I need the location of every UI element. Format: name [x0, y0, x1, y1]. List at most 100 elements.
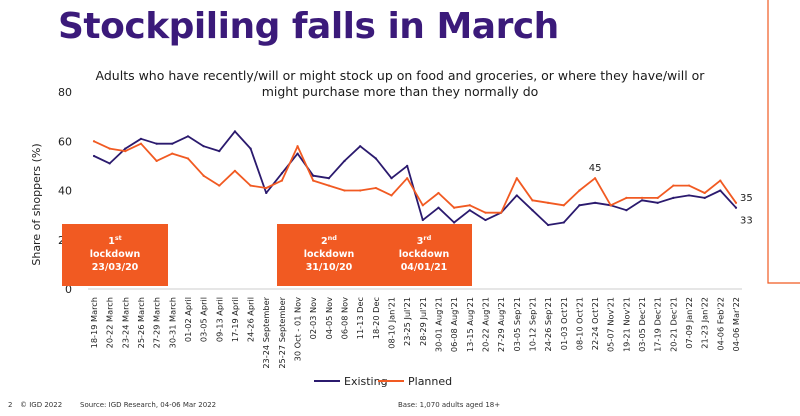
x-tick-label: 04-06 Mar'22 [731, 297, 741, 352]
data-point-planned [124, 150, 127, 153]
x-tick-label: 03-05 April [199, 297, 209, 342]
data-label: 35 [740, 193, 753, 204]
y-axis-label: Share of shoppers (%) [30, 143, 43, 265]
data-point-existing [312, 174, 315, 177]
data-point-existing [343, 159, 346, 163]
x-tick-label: 24-26 Sep'21 [543, 297, 553, 352]
data-point-planned [343, 189, 346, 192]
x-tick-label: 08-10 Oct'21 [574, 297, 584, 350]
x-tick-label: 27-29 Aug'21 [496, 297, 506, 352]
data-point-existing [374, 157, 377, 160]
data-point-existing [546, 223, 550, 227]
data-point-existing [703, 196, 706, 199]
data-point-existing [139, 137, 143, 140]
lockdown-word-first: lockdown [90, 249, 141, 260]
lockdown-number-digit: 3 [417, 236, 424, 247]
x-tick-label: 23-24 September [261, 296, 271, 368]
x-tick-label: 20-22 March [105, 297, 115, 348]
x-tick-label: 06-08 Nov [340, 297, 350, 340]
series-line-planned [93, 140, 737, 214]
data-point-planned [546, 201, 550, 204]
data-label: 33 [740, 216, 753, 227]
x-tick-label: 30 Oct - 01 Nov [293, 297, 303, 361]
data-point-planned [625, 196, 628, 199]
x-tick-label: 18-19 March [89, 297, 99, 348]
x-tick-label: 24-26 April [246, 297, 256, 342]
data-point-existing [327, 177, 330, 180]
lockdown-number-digit: 2 [321, 236, 328, 247]
data-point-planned [640, 196, 644, 199]
data-point-existing [687, 194, 691, 197]
data-point-planned [719, 179, 722, 182]
x-tick-label: 01-03 Oct'21 [559, 297, 569, 350]
data-point-planned [687, 184, 691, 187]
x-tick-label: 03-05 Dec'21 [637, 297, 647, 352]
lockdown-number-suffix: st [115, 234, 122, 242]
x-tick-label: 10-12 Sep'21 [527, 297, 537, 352]
data-point-existing [719, 189, 722, 192]
data-point-existing [233, 130, 237, 133]
data-point-planned [312, 179, 315, 182]
line-chart: 020406080Share of shoppers (%)18-19 Marc… [30, 86, 753, 388]
data-point-planned [139, 142, 143, 145]
data-point-existing [734, 206, 738, 209]
lockdown-number-third: 3rd [417, 234, 432, 247]
data-point-planned [374, 186, 377, 190]
data-point-existing [155, 142, 158, 145]
data-point-existing [202, 145, 205, 148]
data-point-planned [468, 204, 471, 207]
data-point-existing [249, 147, 252, 150]
x-tick-label: 28-29 Jul'21 [418, 297, 428, 346]
x-tick-label: 25-26 March [136, 297, 146, 348]
data-point-existing [265, 191, 268, 195]
data-label: 45 [589, 163, 602, 174]
page-title: Stockpiling falls in March [58, 6, 559, 47]
data-point-existing [515, 194, 518, 197]
data-point-existing [656, 201, 659, 204]
x-tick-label: 01-02 April [183, 297, 193, 342]
data-point-planned [249, 184, 252, 187]
lockdown-number-suffix: nd [328, 234, 338, 242]
x-tick-label: 22-24 Oct'21 [590, 297, 600, 350]
x-tick-label: 27-29 March [152, 297, 162, 348]
accent-line-path [767, 0, 800, 284]
lockdown-number-digit: 1 [108, 236, 115, 247]
data-point-existing [186, 135, 190, 138]
footer-source: Source: IGD Research, 04-06 Mar 2022 [80, 401, 217, 409]
data-point-existing [171, 142, 174, 145]
data-point-existing [578, 204, 581, 207]
series-line-existing [93, 130, 737, 226]
lockdown-number-second: 2nd [321, 234, 337, 247]
data-point-existing [484, 218, 487, 222]
legend-label-existing: Existing [344, 375, 388, 388]
x-tick-label: 02-03 Nov [308, 297, 318, 340]
footer-base: Base: 1,070 adults aged 18+ [398, 401, 501, 409]
data-point-existing [625, 209, 628, 212]
data-point-planned [233, 169, 237, 172]
data-point-planned [108, 147, 111, 150]
data-point-existing [390, 177, 393, 180]
data-point-planned [500, 211, 503, 214]
data-point-existing [640, 199, 644, 202]
data-point-planned [703, 191, 706, 195]
data-point-planned [92, 140, 96, 143]
lockdown-word-second: lockdown [304, 249, 355, 260]
x-tick-label: 20-22 Aug'21 [480, 297, 490, 352]
x-tick-label: 17-19 April [230, 297, 240, 342]
data-point-existing [562, 221, 565, 224]
y-tick-label: 80 [58, 86, 72, 99]
data-point-planned [562, 204, 565, 207]
x-tick-label: 23-24 March [120, 297, 130, 348]
lockdown-word-third: lockdown [399, 249, 450, 260]
x-tick-label: 11-13 Dec [355, 297, 365, 339]
data-point-existing [421, 218, 424, 222]
data-point-planned [421, 204, 424, 207]
footer-page-number: 2 [8, 401, 13, 409]
lockdown-date-first: 23/03/20 [92, 262, 139, 273]
data-point-planned [390, 194, 393, 197]
y-tick-label: 60 [58, 135, 72, 148]
data-point-planned [296, 145, 299, 148]
lockdown-date-third: 04/01/21 [401, 262, 448, 273]
x-tick-label: 20-21 Dec'21 [668, 297, 678, 352]
x-tick-label: 23-25 Jul'21 [402, 297, 412, 346]
